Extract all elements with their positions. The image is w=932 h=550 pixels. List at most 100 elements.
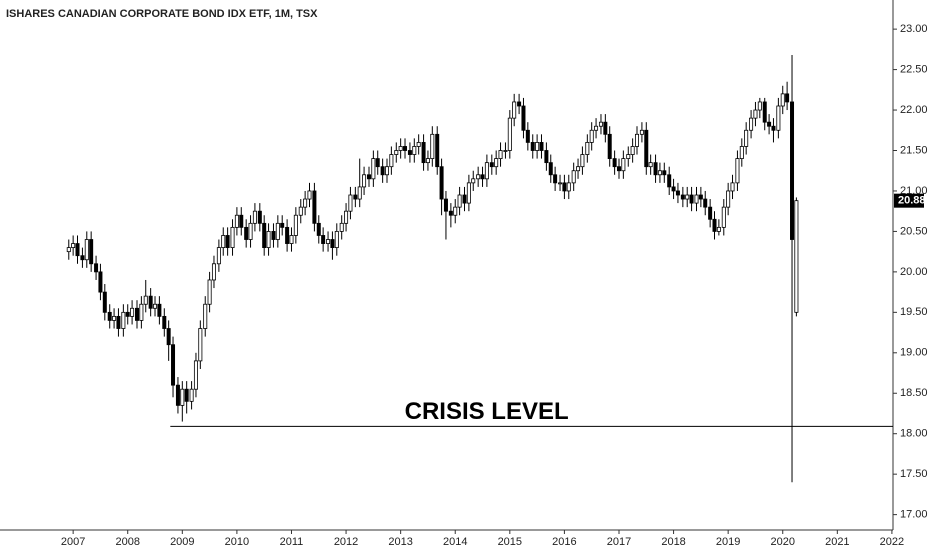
candle-body [671,186,676,192]
candle-body [539,142,544,151]
y-tick-label: 18.00 [900,428,928,440]
candle-body [484,162,489,180]
candle-body [512,101,517,119]
candle-body [157,303,162,317]
chart-title: ISHARES CANADIAN CORPORATE BOND IDX ETF,… [6,8,318,20]
candle-body [439,166,444,200]
last-price-label: 20.88 [898,195,926,207]
candle-body [744,129,749,147]
candle-body [576,166,581,172]
candle-body [616,166,621,172]
candle-body [225,235,230,249]
candle-body [257,210,262,224]
candle-body [667,174,672,188]
y-tick-label: 19.00 [900,347,928,359]
candle-body [162,315,167,329]
candle-body [66,247,71,253]
x-tick-label: 2020 [770,536,794,548]
candle-body [462,194,467,204]
candle-body [621,158,626,172]
candle-body [116,315,121,329]
y-tick-label: 22.00 [900,104,928,116]
candle-body [639,129,644,135]
y-tick-label: 17.50 [900,468,928,480]
candle-body [375,158,380,168]
candle-body [589,129,594,143]
candle-body [412,146,417,155]
candle-body [776,105,781,131]
candle-body [153,303,158,309]
candle-body [385,166,390,176]
candle-body [425,158,430,164]
candle-body [448,210,453,216]
candle-body [285,226,290,244]
candle-body [371,158,376,180]
candle-body [662,170,667,176]
y-tick-label: 22.50 [900,63,928,75]
x-tick-label: 2013 [388,536,412,548]
x-tick-label: 2022 [880,536,904,548]
x-tick-label: 2017 [607,536,631,548]
candle-body [698,194,703,200]
x-tick-label: 2008 [115,536,139,548]
candle-body [398,146,403,151]
candle-body [566,182,571,192]
candle-body [94,263,99,273]
candle-body [648,162,653,168]
candle-body [558,182,563,185]
candle-body [312,190,317,224]
candle-body [394,150,399,155]
x-tick-label: 2010 [225,536,249,548]
candle-body [535,142,540,151]
candle-body [289,235,294,244]
candle-body [107,311,112,321]
candle-body [125,311,130,317]
x-tick-label: 2019 [716,536,740,548]
candle-body [266,231,271,249]
candle-body [303,198,308,208]
candle-body [339,222,344,232]
candle-body [494,158,499,168]
x-tick-label: 2011 [280,536,304,548]
candle-body [612,158,617,168]
candle-body [203,303,208,329]
candle-body [544,150,549,164]
candle-body [112,315,117,321]
candle-body [248,222,253,240]
candle-body [553,174,558,184]
candle-body [430,133,435,159]
candle-body [148,295,153,309]
candle-body [102,291,107,313]
candle-body [166,328,171,346]
candle-body [730,182,735,192]
x-tick-label: 2009 [170,536,194,548]
candle-body [252,210,257,224]
candle-body [244,226,249,240]
candle-body [84,239,89,261]
candle-body [585,142,590,155]
candle-body [525,129,530,143]
candle-body [653,162,658,176]
candle-body [712,218,717,232]
candle-body [89,239,94,265]
candle-body [98,271,103,293]
candle-body [239,214,244,228]
candle-body [275,222,280,240]
candle-body [171,344,176,386]
candle-body [80,255,85,261]
candle-body [130,307,135,317]
candle-body [75,243,80,257]
x-tick-label: 2007 [61,536,85,548]
candle-body [293,214,298,236]
candle-body [353,194,358,200]
candle-body [757,101,762,111]
y-tick-label: 20.00 [900,266,928,278]
candle-body [517,101,522,107]
candle-body [221,235,226,249]
candle-body [721,206,726,228]
last-price-box [894,193,924,208]
candle-body [316,222,321,236]
candle-body [189,388,194,402]
candle-body [435,133,440,168]
